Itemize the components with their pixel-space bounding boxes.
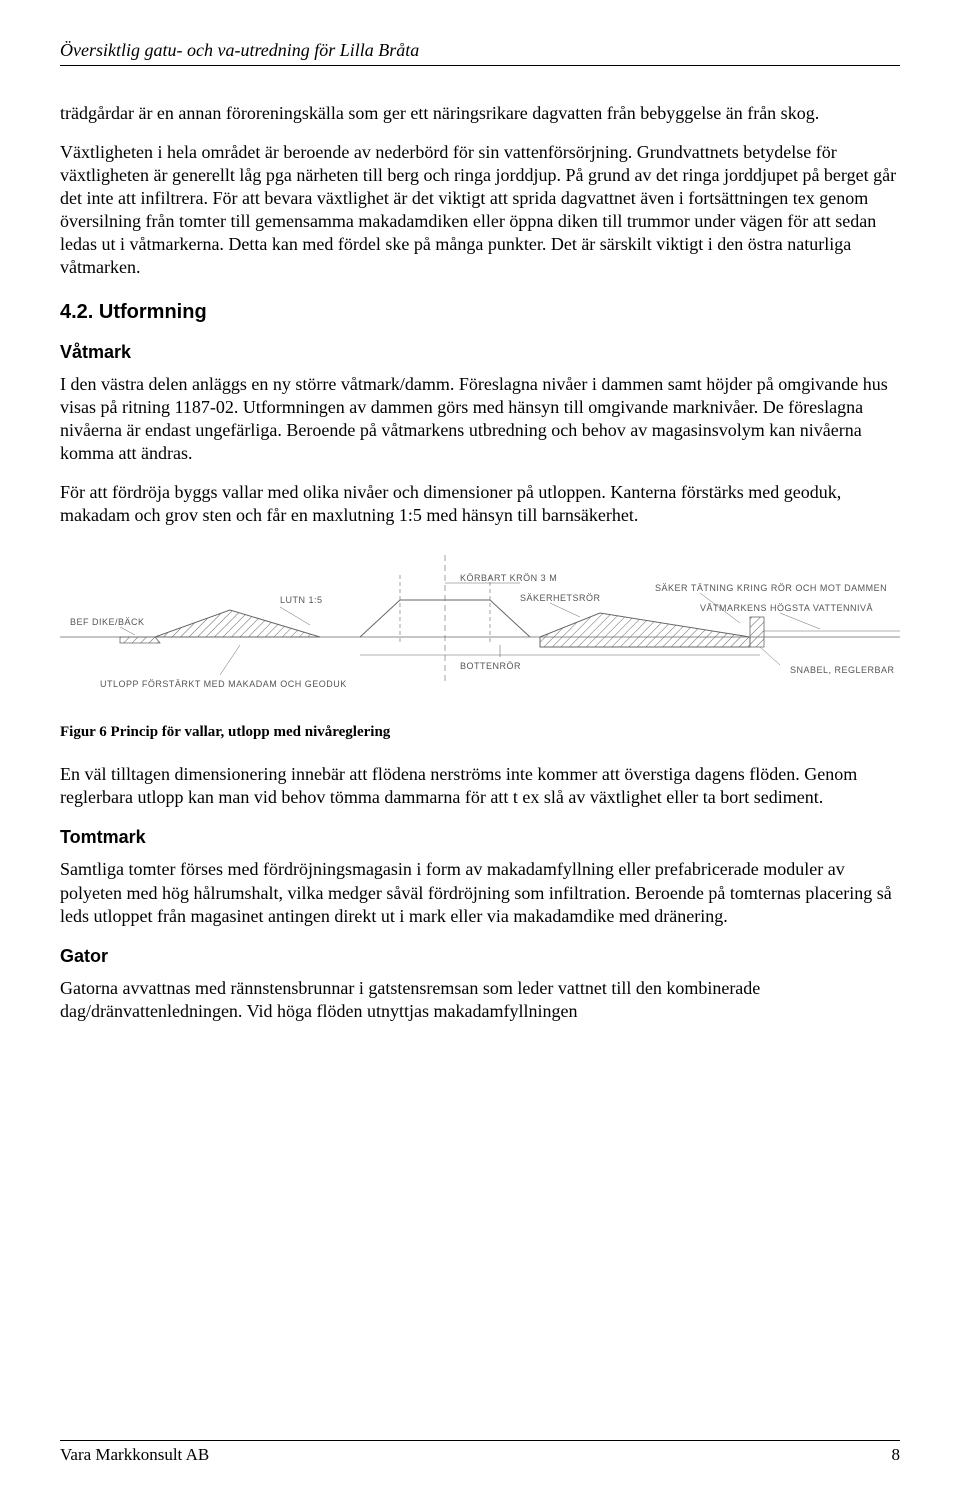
- figure-6-caption: Figur 6 Princip för vallar, utlopp med n…: [60, 724, 900, 741]
- label-sakerhetsror: SÄKERHETSRÖR: [520, 593, 601, 603]
- figure-6-diagram: KÖRBART KRÖN 3 M SÄKERHETSRÖR LUTN 1:5 B…: [60, 545, 900, 710]
- label-saker-tatning: SÄKER TÄTNING KRING RÖR OCH MOT DAMMEN: [655, 583, 887, 593]
- label-snabel: SNABEL, REGLERBAR: [790, 665, 895, 675]
- page: Översiktlig gatu- och va-utredning för L…: [0, 0, 960, 1493]
- cross-section-svg: KÖRBART KRÖN 3 M SÄKERHETSRÖR LUTN 1:5 B…: [60, 545, 900, 705]
- paragraph-4: För att fördröja byggs vallar med olika …: [60, 481, 900, 527]
- heading-tomtmark: Tomtmark: [60, 827, 900, 848]
- page-footer: Vara Markkonsult AB 8: [60, 1440, 900, 1465]
- label-bottenror: BOTTENRÖR: [460, 661, 521, 671]
- label-lutn: LUTN 1:5: [280, 595, 323, 605]
- heading-4-2: 4.2. Utformning: [60, 301, 900, 324]
- label-vatmarkens: VÅTMARKENS HÖGSTA VATTENNIVÅ: [700, 603, 873, 613]
- paragraph-6: Samtliga tomter förses med fördröjningsm…: [60, 858, 900, 927]
- paragraph-5: En väl tilltagen dimensionering innebär …: [60, 763, 900, 809]
- label-bef-dike: BEF DIKE/BÄCK: [70, 617, 145, 627]
- paragraph-3: I den västra delen anläggs en ny större …: [60, 373, 900, 465]
- heading-gator: Gator: [60, 946, 900, 967]
- label-utlopp: UTLOPP FÖRSTÄRKT MED MAKADAM OCH GEODUK: [100, 679, 347, 689]
- paragraph-2: Växtligheten i hela området är beroende …: [60, 141, 900, 279]
- label-korbart: KÖRBART KRÖN 3 M: [460, 573, 557, 583]
- running-header: Översiktlig gatu- och va-utredning för L…: [60, 40, 900, 66]
- paragraph-1: trädgårdar är en annan föroreningskälla …: [60, 102, 900, 125]
- footer-page-number: 8: [892, 1445, 901, 1465]
- footer-company: Vara Markkonsult AB: [60, 1445, 209, 1465]
- paragraph-7: Gatorna avvattnas med rännstensbrunnar i…: [60, 977, 900, 1023]
- heading-vatmark: Våtmark: [60, 342, 900, 363]
